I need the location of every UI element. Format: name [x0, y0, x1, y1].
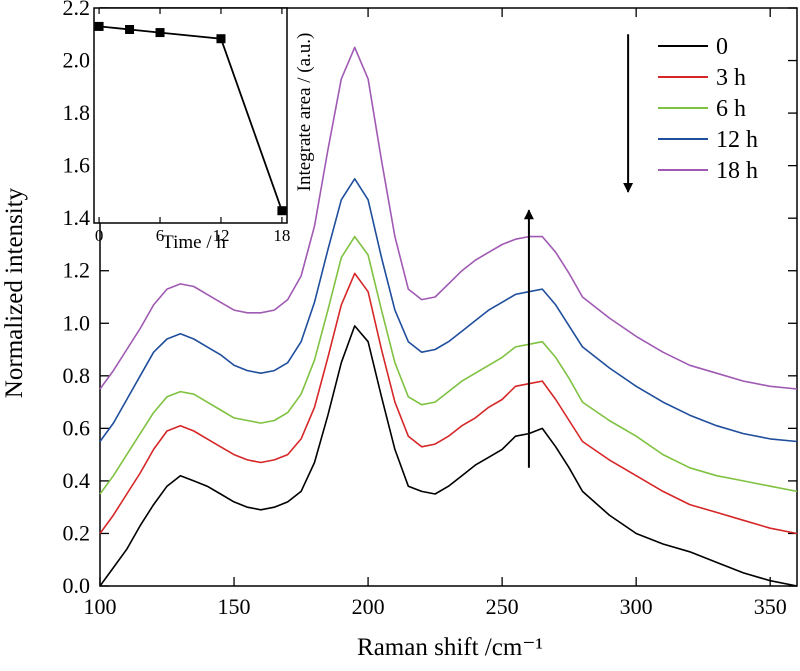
- inset-x-tick-label-12: 12: [212, 226, 229, 245]
- y-tick-label-0: 0.0: [63, 573, 91, 598]
- x-tick-label-350: 350: [754, 594, 787, 619]
- inset-marker-2: [155, 28, 165, 38]
- series-line-4: [99, 46, 798, 390]
- inset-y-axis-title: Integrate area / (a.u.): [294, 33, 315, 192]
- series-line-0: [99, 325, 798, 587]
- x-tick-label-150: 150: [218, 594, 251, 619]
- y-tick-label-7: 1.4: [63, 205, 91, 230]
- inset-marker-0: [94, 21, 104, 31]
- inset-plot: 0 6 12 18: [93, 7, 290, 245]
- plot-frame: [99, 7, 798, 587]
- y-tick-label-6: 1.2: [63, 258, 91, 283]
- y-tick-label-4: 0.8: [63, 363, 91, 388]
- inset-x-tick-label-18: 18: [273, 226, 290, 245]
- series-line-2: [99, 235, 798, 495]
- x-tick-label-300: 300: [620, 594, 653, 619]
- inset-x-axis-title: Time / h: [162, 232, 226, 253]
- y-tick-label-3: 0.6: [63, 415, 91, 440]
- x-tick-label-100: 100: [84, 594, 117, 619]
- y-tick-label-1: 0.2: [63, 520, 91, 545]
- legend-label-2: 6 h: [716, 96, 746, 122]
- inset-marker-1: [125, 25, 135, 34]
- inset-x-tick-label-0: 0: [95, 226, 104, 245]
- y-axis-title: Normalized intensity: [1, 187, 28, 398]
- y-tick-label-11: 2.2: [63, 0, 91, 20]
- x-axis-title: Raman shift /cm⁻¹: [357, 634, 543, 661]
- inset-frame: [93, 7, 288, 224]
- inset-marker-4: [277, 206, 287, 216]
- legend: 0 3 h 6 h 12 h 18 h: [658, 34, 758, 184]
- series-line-3: [99, 178, 798, 443]
- x-tick-label-200: 200: [352, 594, 385, 619]
- inset-x-tick-label-6: 6: [156, 226, 165, 245]
- legend-label-3: 12 h: [716, 127, 758, 153]
- y-tick-label-5: 1.0: [63, 310, 91, 335]
- y-tick-label-2: 0.4: [63, 468, 91, 493]
- legend-label-4: 18 h: [716, 158, 758, 184]
- legend-label-1: 3 h: [716, 65, 746, 91]
- y-tick-label-9: 1.8: [63, 100, 91, 125]
- main-plot: 100 150 200 250 300 350 0.0 0.2 0.4 0.6 0.8 1.0 1.2 1…: [63, 0, 798, 619]
- x-tick-label-250: 250: [486, 594, 519, 619]
- y-tick-label-8: 1.6: [63, 153, 91, 178]
- series-line-1: [99, 272, 798, 535]
- y-tick-label-10: 2.0: [63, 48, 91, 73]
- inset-marker-3: [216, 34, 226, 44]
- legend-label-0: 0: [716, 34, 728, 60]
